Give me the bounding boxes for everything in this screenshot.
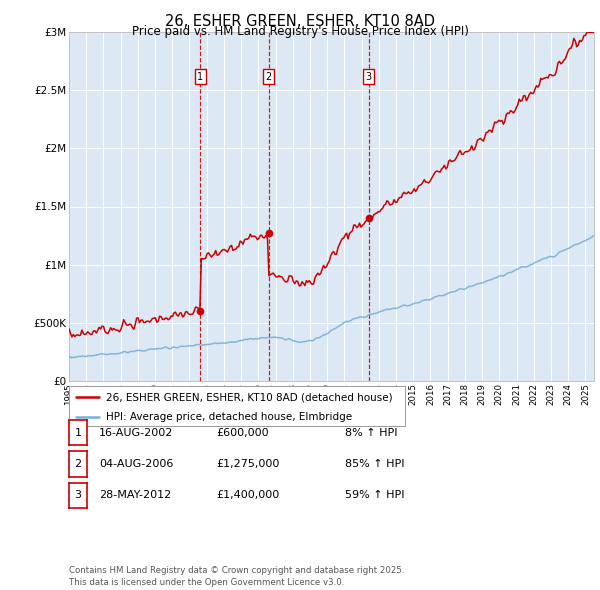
Text: 1: 1	[74, 428, 82, 438]
Text: 85% ↑ HPI: 85% ↑ HPI	[345, 459, 404, 469]
Text: Price paid vs. HM Land Registry's House Price Index (HPI): Price paid vs. HM Land Registry's House …	[131, 25, 469, 38]
Text: £1,400,000: £1,400,000	[216, 490, 279, 500]
Text: 3: 3	[74, 490, 82, 500]
Text: £1,275,000: £1,275,000	[216, 459, 280, 469]
Text: 28-MAY-2012: 28-MAY-2012	[99, 490, 171, 500]
Text: 2: 2	[74, 459, 82, 469]
Text: 1: 1	[197, 71, 203, 81]
Text: Contains HM Land Registry data © Crown copyright and database right 2025.
This d: Contains HM Land Registry data © Crown c…	[69, 566, 404, 587]
Text: 26, ESHER GREEN, ESHER, KT10 8AD: 26, ESHER GREEN, ESHER, KT10 8AD	[165, 14, 435, 28]
Text: 16-AUG-2002: 16-AUG-2002	[99, 428, 173, 438]
Text: 04-AUG-2006: 04-AUG-2006	[99, 459, 173, 469]
Text: 59% ↑ HPI: 59% ↑ HPI	[345, 490, 404, 500]
Text: 8% ↑ HPI: 8% ↑ HPI	[345, 428, 398, 438]
Text: HPI: Average price, detached house, Elmbridge: HPI: Average price, detached house, Elmb…	[106, 412, 352, 422]
Text: 2: 2	[265, 71, 272, 81]
Text: 26, ESHER GREEN, ESHER, KT10 8AD (detached house): 26, ESHER GREEN, ESHER, KT10 8AD (detach…	[106, 392, 392, 402]
Text: £600,000: £600,000	[216, 428, 269, 438]
Text: 3: 3	[365, 71, 372, 81]
